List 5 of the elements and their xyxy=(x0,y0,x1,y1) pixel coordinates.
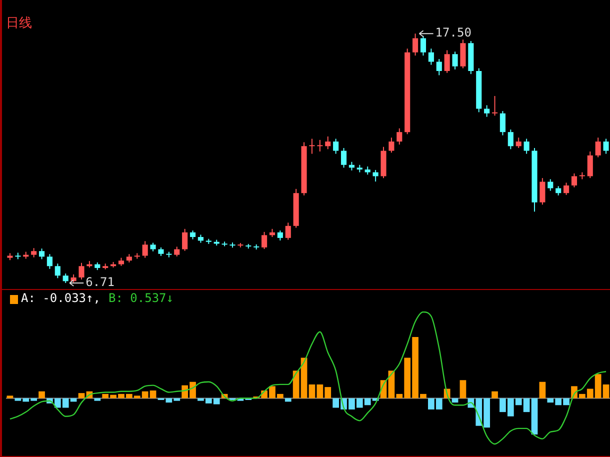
chart-title: 日线 xyxy=(6,16,32,32)
annotation: 6.71 xyxy=(86,275,115,290)
text: B: 0.537↓ xyxy=(108,291,174,306)
legend-label: A: -0.033↑, xyxy=(21,291,100,306)
annotation: 17.50 xyxy=(435,26,472,40)
